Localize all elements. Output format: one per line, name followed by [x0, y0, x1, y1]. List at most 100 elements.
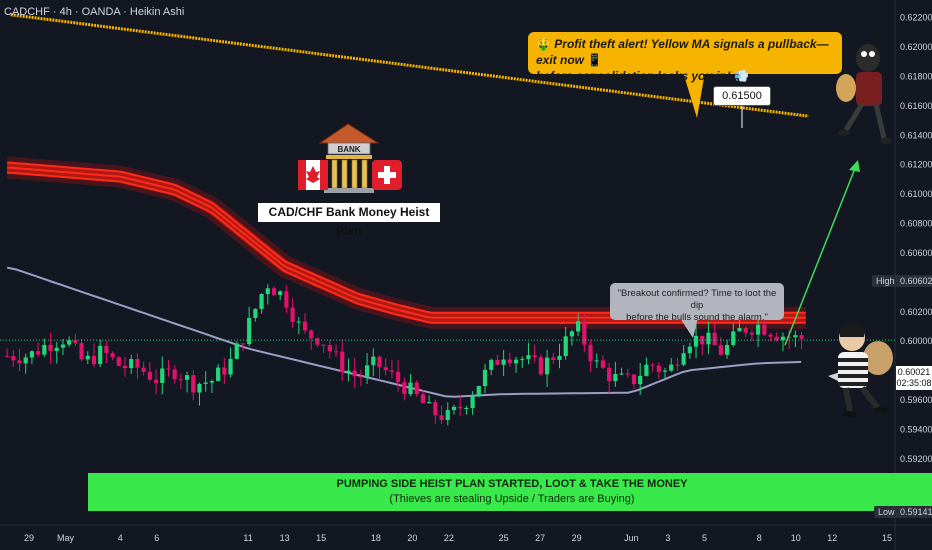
bull-candle — [476, 386, 481, 397]
bear-candle — [153, 379, 159, 383]
bull-candle — [594, 360, 599, 362]
bear-candle — [712, 332, 717, 346]
bear-candle — [389, 370, 395, 372]
x-tick-label: 13 — [280, 533, 290, 543]
bear-candle — [749, 332, 755, 335]
robber-shoe-right — [874, 407, 888, 413]
bull-candle — [681, 353, 686, 365]
bear-candle — [104, 345, 109, 354]
y-tick-label: 0.61200 — [900, 160, 932, 170]
target-price-value: 0.61500 — [722, 90, 762, 102]
target-arrow-line — [784, 165, 857, 346]
bear-candle — [538, 357, 543, 375]
bull-candle — [364, 365, 370, 377]
robber-shirt-stripe — [838, 382, 868, 386]
bull-candle — [203, 382, 208, 384]
alert-text-line2: before consolidation locks you in! — [536, 69, 731, 83]
bank-pillar-icon — [341, 159, 348, 189]
robber-cap-icon — [839, 321, 865, 330]
y-tick-label: 0.61800 — [900, 71, 932, 81]
bear-candle — [284, 291, 289, 308]
y-tick-label: 0.61600 — [900, 101, 932, 111]
bear-candle — [631, 374, 637, 385]
bear-candle — [439, 415, 444, 421]
bear-candle — [762, 324, 767, 335]
bull-candle — [98, 345, 103, 365]
x-tick-label: 15 — [316, 533, 326, 543]
x-tick-label: 6 — [154, 533, 159, 543]
bull-candle — [756, 324, 761, 335]
bear-candle — [271, 288, 277, 295]
profit-alert-callout: 🤑 Profit theft alert! Yellow MA signals … — [528, 32, 842, 83]
bear-candle — [396, 371, 401, 383]
bear-candle — [743, 328, 748, 333]
high-value: 0.60602 — [897, 275, 932, 287]
bull-candle — [619, 373, 624, 375]
bear-candle — [551, 357, 556, 360]
bear-candle — [650, 364, 655, 366]
x-tick-label: 12 — [827, 533, 837, 543]
bull-candle — [793, 335, 798, 338]
y-tick-label: 0.62200 — [900, 13, 932, 23]
bear-candle — [17, 360, 22, 364]
money-bag-icon — [836, 74, 856, 102]
bear-candle — [377, 356, 382, 368]
bear-candle — [625, 373, 630, 375]
bear-candle — [495, 359, 500, 365]
bank-sign-text: BANK — [337, 145, 360, 154]
thief-shoe-left — [838, 130, 850, 136]
bear-candle — [402, 382, 407, 395]
bear-candle — [507, 359, 512, 364]
bull-candle — [184, 375, 190, 380]
bull-candle — [520, 359, 525, 361]
bull-candle — [470, 396, 475, 409]
yellow-moving-average — [10, 13, 809, 118]
y-tick-label: 0.61000 — [900, 189, 932, 199]
bull-candle — [371, 356, 376, 366]
bear-candle — [116, 357, 121, 366]
thief-leg-left — [843, 102, 865, 132]
bear-candle — [414, 382, 419, 395]
bull-candle — [513, 359, 519, 364]
bear-candle — [768, 334, 773, 337]
bull-candle — [346, 370, 351, 373]
symbol-header[interactable]: CADCHF · 4h · OANDA · Heikin Ashi — [4, 6, 185, 18]
canada-flag-left-bar — [298, 160, 306, 190]
x-tick-label: 5 — [702, 533, 707, 543]
heist-banner: PUMPING SIDE HEIST PLAN STARTED, LOOT & … — [88, 473, 932, 511]
x-tick-label: 11 — [243, 533, 252, 543]
thief-eye-right — [869, 51, 875, 57]
bull-candle — [197, 383, 202, 393]
breakout-text-line2: before the bulls sound the alarm." — [626, 312, 768, 323]
bear-candle — [675, 364, 680, 366]
low-label: Low — [874, 506, 899, 518]
bull-candle — [265, 288, 270, 295]
bull-candle — [247, 317, 252, 345]
bull-candle — [216, 367, 221, 382]
bear-candle — [110, 353, 115, 358]
bull-candle — [563, 336, 568, 356]
thief-leg-right — [873, 103, 887, 139]
target-price-tag: 0.61500 — [713, 86, 771, 106]
thief-shoe-right — [880, 138, 892, 144]
phone-icon: 📱 — [587, 53, 603, 67]
bear-candle — [191, 375, 196, 393]
bank-roof-icon — [318, 123, 380, 144]
x-tick-label: 4 — [118, 533, 123, 543]
bear-candle — [532, 355, 537, 358]
bull-candle — [638, 375, 643, 385]
bull-candle — [29, 351, 35, 358]
bull-candle — [209, 381, 215, 383]
bear-candle — [315, 338, 320, 345]
bear-candle — [600, 360, 606, 368]
bar-countdown: 02:35:08 — [896, 378, 932, 388]
bull-candle — [576, 321, 581, 332]
bear-candle — [172, 369, 177, 380]
bear-candle — [340, 351, 345, 373]
robber-shoe-left — [843, 411, 857, 417]
bull-candle — [23, 357, 28, 364]
bear-candle — [91, 355, 97, 365]
bull-candle — [85, 355, 90, 360]
banner-line1: PUMPING SIDE HEIST PLAN STARTED, LOOT & … — [336, 478, 688, 490]
